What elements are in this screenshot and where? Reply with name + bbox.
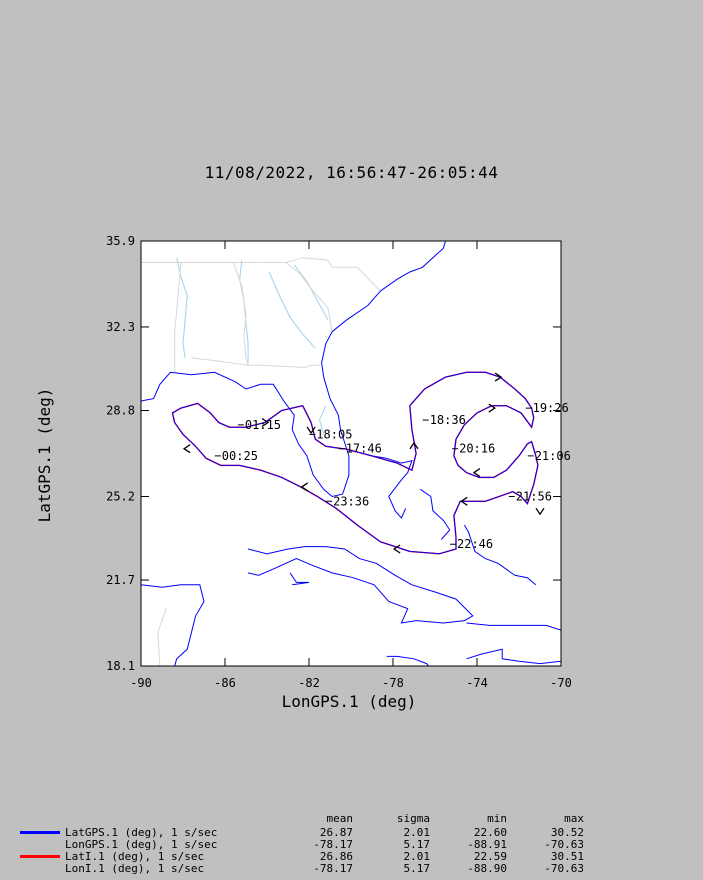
stats-row: LonI.1 (deg), 1 s/sec -78.17 5.17 -88.90… xyxy=(0,862,703,875)
time-label: 21:56 xyxy=(516,489,552,503)
plot-area xyxy=(141,241,561,666)
stats-row-name: LatI.1 (deg), 1 s/sec xyxy=(65,850,205,863)
chart-title: 11/08/2022, 16:56:47-26:05:44 xyxy=(204,163,499,182)
stats-mean: -78.17 xyxy=(313,862,353,875)
time-label: 23:36 xyxy=(333,494,369,508)
stats-sigma: 5.17 xyxy=(403,862,431,875)
time-label: 20:16 xyxy=(459,442,495,456)
time-label: 22:46 xyxy=(457,537,493,551)
state-border-line xyxy=(191,262,249,366)
direction-arrows xyxy=(182,372,545,554)
x-axis-title: LonGPS.1 (deg) xyxy=(282,692,417,711)
coastline xyxy=(141,241,446,498)
time-label: 17:46 xyxy=(346,442,382,456)
coastline xyxy=(386,655,430,666)
state-border-line xyxy=(246,364,320,369)
coastline xyxy=(371,455,413,519)
stats-max: 30.51 xyxy=(550,850,584,863)
legend-swatch-blue xyxy=(20,831,60,834)
x-tick-label: -70 xyxy=(550,676,572,690)
x-tick-label: -74 xyxy=(466,676,488,690)
stats-min: 22.60 xyxy=(473,826,507,839)
time-label: 18:36 xyxy=(430,413,466,427)
y-tick-label: 32.3 xyxy=(106,320,135,334)
river-line xyxy=(239,260,249,363)
direction-arrow xyxy=(182,444,191,454)
direction-arrow xyxy=(261,417,270,428)
time-label: 21:06 xyxy=(535,449,571,463)
stats-row-name: LonGPS.1 (deg), 1 s/sec xyxy=(65,838,218,851)
stats-row: LatGPS.1 (deg), 1 s/sec 26.87 2.01 22.60… xyxy=(0,826,703,839)
coastline xyxy=(420,488,451,540)
stats-mean: 26.86 xyxy=(319,850,353,863)
stats-row: LonGPS.1 (deg), 1 s/sec -78.17 5.17 -88.… xyxy=(0,838,703,851)
stats-sigma: 5.17 xyxy=(403,838,431,851)
stats-row-name: LatGPS.1 (deg), 1 s/sec xyxy=(65,826,218,839)
x-tick-label: -90 xyxy=(130,676,152,690)
coastline-layer xyxy=(141,241,561,666)
stats-max: -70.63 xyxy=(544,838,584,851)
stats-max: 30.52 xyxy=(550,826,584,839)
y-tick-label: 18.1 xyxy=(106,659,135,673)
coastline xyxy=(141,584,205,666)
direction-arrow xyxy=(300,482,309,492)
axis-ticks: -90 -86 -82 -78 -74 -70 18.1 21.7 25.2 28.8 32.3 35… xyxy=(106,234,572,690)
coastline xyxy=(463,524,537,586)
stats-legend: mean sigma min max LatGPS.1 (deg), 1 s/s… xyxy=(0,812,703,880)
direction-arrow xyxy=(535,507,545,516)
coastline xyxy=(466,648,561,665)
stats-header-max: max xyxy=(564,812,584,825)
stats-min: 22.59 xyxy=(473,850,507,863)
y-tick-label: 25.2 xyxy=(106,489,135,503)
x-tick-label: -78 xyxy=(382,676,404,690)
plot-frame xyxy=(140,240,562,667)
gps-track-line xyxy=(171,371,539,555)
time-label: 00:25 xyxy=(222,449,258,463)
stats-mean: -78.17 xyxy=(313,838,353,851)
stats-header-sigma: sigma xyxy=(396,812,430,825)
x-tick-label: -82 xyxy=(298,676,320,690)
direction-arrow xyxy=(392,544,401,554)
stats-mean: 26.87 xyxy=(319,826,353,839)
stats-min: -88.91 xyxy=(467,838,507,851)
coastline xyxy=(466,622,561,631)
x-tick-label: -86 xyxy=(214,676,236,690)
coastline xyxy=(289,572,310,586)
time-label: 01:15 xyxy=(245,418,281,432)
direction-arrow xyxy=(472,468,481,478)
direction-arrow xyxy=(460,496,468,506)
direction-arrow xyxy=(488,403,496,413)
stats-row: LatI.1 (deg), 1 s/sec 26.86 2.01 22.59 3… xyxy=(0,850,703,863)
stats-header-min: min xyxy=(487,812,507,825)
river-line xyxy=(318,405,327,435)
borders-layer xyxy=(141,257,381,666)
stats-sigma: 2.01 xyxy=(403,826,431,839)
y-axis-title: LatGPS.1 (deg) xyxy=(35,388,54,523)
stats-min: -88.90 xyxy=(467,862,507,875)
stats-sigma: 2.01 xyxy=(403,850,431,863)
direction-arrow xyxy=(306,426,316,435)
legend-swatch-red xyxy=(20,855,60,858)
state-border-line xyxy=(157,608,167,666)
y-tick-label: 28.8 xyxy=(106,404,135,418)
coastline xyxy=(247,546,474,624)
direction-arrow xyxy=(494,372,503,382)
y-tick-label: 35.9 xyxy=(106,234,135,248)
time-label: 18:05 xyxy=(316,427,352,441)
stats-row-name: LonI.1 (deg), 1 s/sec xyxy=(65,862,205,875)
state-border-line xyxy=(174,262,182,373)
state-border-line xyxy=(285,262,333,332)
time-label: 19:26 xyxy=(533,401,569,415)
direction-arrow xyxy=(409,441,419,450)
stats-header-mean: mean xyxy=(326,812,354,825)
stats-max: -70.63 xyxy=(544,862,584,875)
y-tick-label: 21.7 xyxy=(106,573,135,587)
stats-header-row: mean sigma min max xyxy=(0,812,703,825)
river-line xyxy=(268,271,316,349)
river-line xyxy=(293,264,329,321)
track-layer xyxy=(171,371,539,555)
